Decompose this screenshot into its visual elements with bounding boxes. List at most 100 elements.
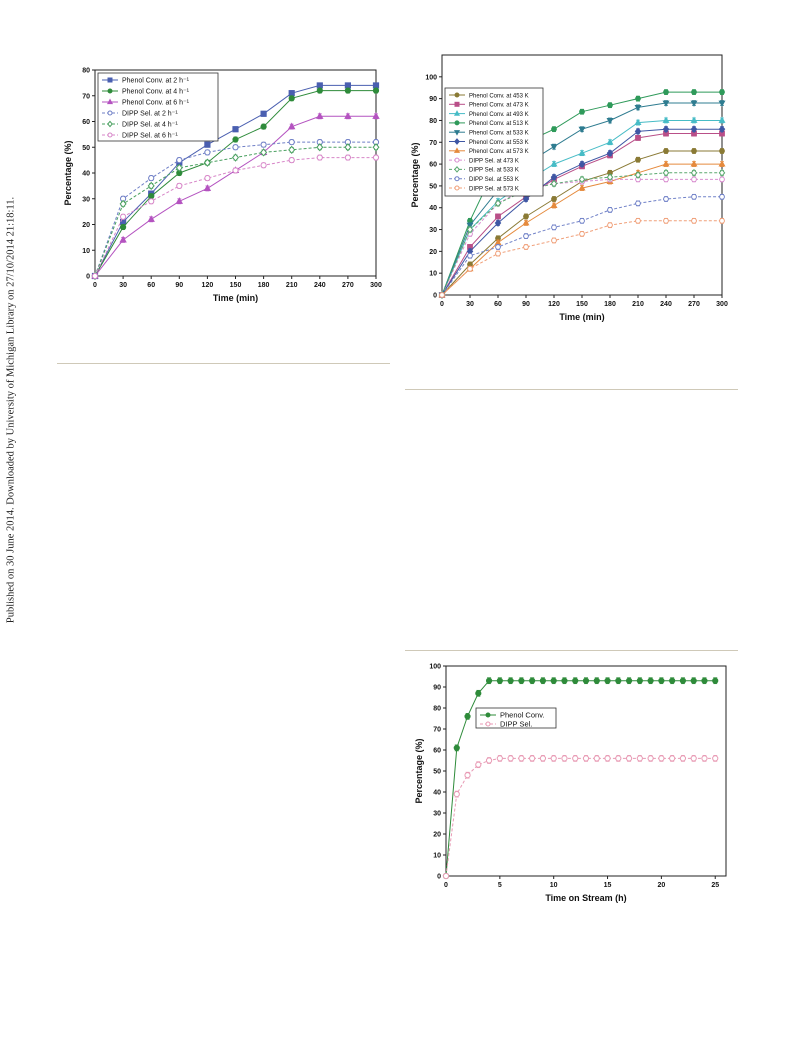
data-point xyxy=(176,182,183,189)
data-point xyxy=(523,213,529,220)
data-point xyxy=(551,196,557,202)
data-point xyxy=(507,755,514,762)
x-axis-label: Time (min) xyxy=(559,312,604,322)
data-point xyxy=(679,677,687,684)
y-tick-label: 60 xyxy=(429,162,437,169)
x-tick-label: 90 xyxy=(522,301,530,308)
legend-label: DIPP Sel. at 2 h⁻¹ xyxy=(122,110,178,117)
x-tick-label: 240 xyxy=(314,282,326,289)
data-point xyxy=(147,215,155,222)
data-point xyxy=(578,160,586,168)
data-point xyxy=(719,89,725,95)
legend-swatch-marker xyxy=(485,721,491,727)
legend-swatch-marker xyxy=(453,130,461,136)
data-point xyxy=(658,755,665,762)
data-point xyxy=(663,176,669,183)
data-point xyxy=(719,148,725,154)
data-point xyxy=(550,677,557,684)
legend-swatch-marker xyxy=(107,132,113,138)
legend-label: Phenol Conv. at 2 h⁻¹ xyxy=(122,77,190,84)
legend-label: DIPP Sel. at 473 K xyxy=(469,158,519,164)
y-tick-label: 60 xyxy=(82,119,90,126)
data-point xyxy=(625,677,633,684)
y-tick-label: 20 xyxy=(429,249,437,256)
legend-swatch-marker xyxy=(454,185,460,191)
y-tick-label: 50 xyxy=(429,183,437,190)
y-tick-label: 70 xyxy=(429,140,437,147)
data-point xyxy=(176,157,183,164)
y-tick-label: 70 xyxy=(433,727,441,734)
legend-swatch-marker xyxy=(454,176,460,182)
x-tick-label: 60 xyxy=(494,301,502,308)
data-point xyxy=(691,148,697,154)
data-point xyxy=(550,755,557,762)
data-point xyxy=(690,755,697,762)
data-point xyxy=(647,677,654,684)
series-1 xyxy=(442,677,719,880)
data-point xyxy=(662,116,670,123)
download-notice-text: Published on 30 June 2014. Downloaded by… xyxy=(5,196,17,624)
data-point xyxy=(634,118,642,126)
data-point xyxy=(579,108,585,115)
data-point xyxy=(539,677,547,684)
data-point xyxy=(439,292,445,298)
divider-left xyxy=(57,363,390,364)
data-point xyxy=(606,118,614,125)
data-point xyxy=(690,168,698,177)
data-point xyxy=(690,160,698,167)
data-point xyxy=(372,143,380,152)
data-point xyxy=(582,677,590,684)
divider-right-2 xyxy=(405,650,738,651)
data-point xyxy=(288,145,296,154)
data-point xyxy=(551,126,557,133)
x-tick-label: 0 xyxy=(93,282,97,289)
data-point xyxy=(344,154,351,161)
data-point xyxy=(260,162,267,169)
data-point xyxy=(260,123,267,130)
data-point xyxy=(316,143,324,152)
data-point xyxy=(691,89,697,95)
data-point xyxy=(372,154,380,161)
legend-label: Phenol Conv. at 6 h⁻¹ xyxy=(122,99,190,106)
data-point xyxy=(663,89,669,95)
series-6 xyxy=(438,125,726,299)
x-tick-label: 300 xyxy=(716,301,728,308)
legend-swatch-marker xyxy=(453,147,461,153)
legend-label: Phenol Conv. at 493 K xyxy=(469,112,529,118)
legend-label: DIPP Sel. at 533 K xyxy=(469,168,519,174)
data-point xyxy=(344,143,352,152)
y-tick-label: 50 xyxy=(433,769,441,776)
data-point xyxy=(615,755,622,762)
data-point xyxy=(607,102,613,109)
data-point xyxy=(606,138,614,145)
data-point xyxy=(593,755,600,762)
data-point xyxy=(658,677,665,684)
data-point xyxy=(550,144,558,151)
y-tick-label: 80 xyxy=(433,706,441,713)
x-tick-label: 20 xyxy=(657,882,665,889)
data-point xyxy=(712,677,719,684)
series-2 xyxy=(442,755,719,880)
data-point xyxy=(288,157,295,164)
x-tick-label: 90 xyxy=(175,282,183,289)
y-tick-label: 100 xyxy=(429,664,441,671)
data-point xyxy=(344,112,352,119)
data-point xyxy=(669,677,676,684)
legend-box xyxy=(475,707,557,729)
data-point xyxy=(662,125,670,134)
x-tick-label: 5 xyxy=(498,882,502,889)
data-point xyxy=(232,144,239,151)
data-point xyxy=(578,149,586,156)
legend-label: DIPP Sel. at 573 K xyxy=(469,186,519,192)
data-point xyxy=(635,156,641,163)
series-6 xyxy=(91,154,380,280)
y-tick-label: 40 xyxy=(433,790,441,797)
chart-time-on-stream: 0 5 10 15 20 25 0 10 20 30 40 50 60 70 80 90 100 Time on … xyxy=(414,664,727,903)
y-tick-label: 0 xyxy=(86,274,90,281)
legend: Phenol Conv. at 453 K Phenol Conv. at 473… xyxy=(444,87,544,197)
data-point xyxy=(636,755,643,762)
y-tick-label: 10 xyxy=(429,271,437,278)
data-point xyxy=(494,199,502,208)
data-point xyxy=(288,90,295,97)
data-point xyxy=(204,149,211,156)
